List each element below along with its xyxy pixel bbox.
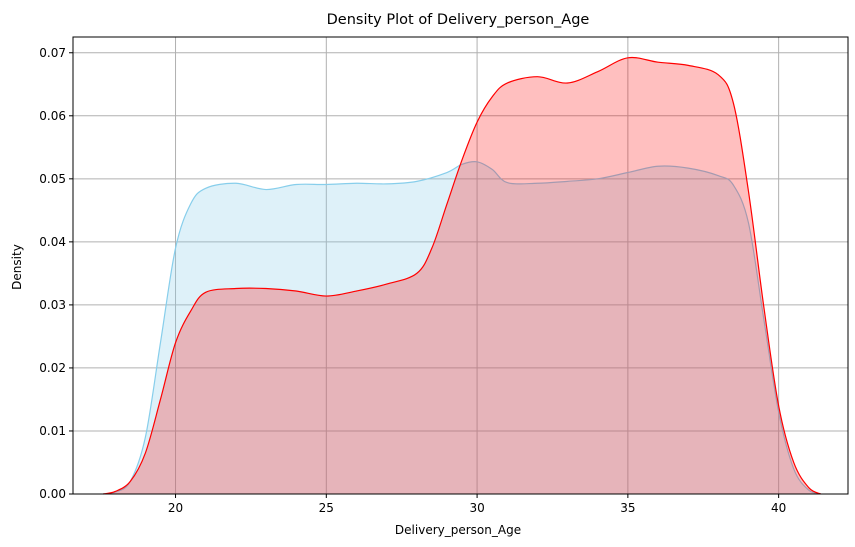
y-tick-label: 0.04 [39,235,66,249]
ticks: 20 25 30 35 40 0.00 0.01 0.02 0.03 0.04 0.05 0.06 0.… [39,46,786,515]
y-tick-label: 0.01 [39,424,66,438]
series-1-fill [103,57,821,494]
x-axis-label: Delivery_person_Age [395,523,521,537]
y-tick-label: 0.06 [39,109,66,123]
y-tick-label: 0.03 [39,298,66,312]
x-tick-label: 25 [319,501,334,515]
y-tick-label: 0.07 [39,46,66,60]
y-tick-label: 0.05 [39,172,66,186]
x-tick-label: 20 [168,501,183,515]
y-tick-label: 0.02 [39,361,66,375]
series-1-line [103,56,822,495]
x-tick-label: 35 [620,501,635,515]
plot-frame [72,36,849,495]
y-axis-label: Density [10,244,24,290]
series-layer [103,56,822,495]
x-tick-label: 30 [469,501,484,515]
x-tick-label: 40 [771,501,786,515]
y-tick-label: 0.00 [39,487,66,501]
series-0-line [103,160,822,495]
series-0-fill [103,161,821,494]
chart-title: Density Plot of Delivery_person_Age [327,12,590,28]
